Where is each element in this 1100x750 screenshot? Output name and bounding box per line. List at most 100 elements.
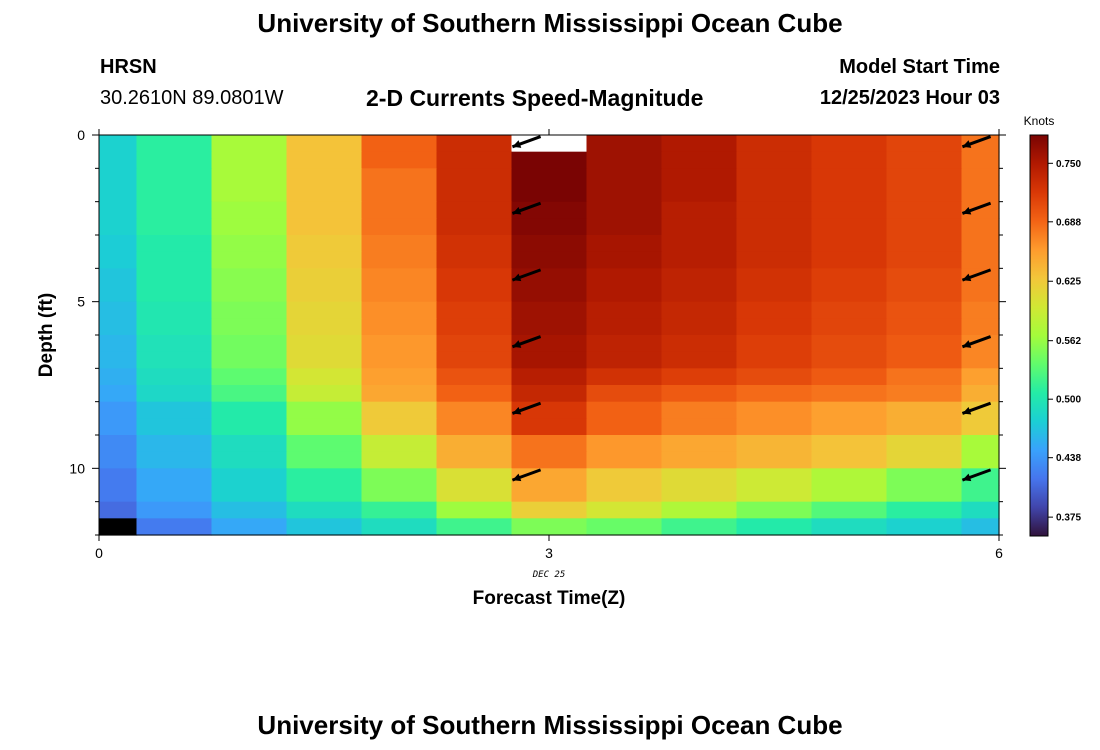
- heatmap-cell: [661, 218, 738, 236]
- heatmap-cell: [736, 318, 813, 336]
- axes: 0 3 6 0 5 10: [69, 127, 1006, 561]
- heatmap-cell: [99, 185, 138, 203]
- heatmap-cell: [886, 401, 963, 419]
- heatmap-cell: [736, 518, 813, 536]
- heatmap-cell: [811, 135, 888, 153]
- heatmap-cell: [586, 318, 663, 336]
- colorbar-tick-label: 0.500: [1056, 395, 1081, 406]
- heatmap-cell: [136, 185, 213, 203]
- heatmap-cell: [436, 501, 513, 519]
- model-start-value: 12/25/2023 Hour 03: [819, 87, 1000, 109]
- heatmap-cell: [436, 335, 513, 353]
- heatmap-cell: [961, 368, 1000, 386]
- heatmap-cell: [961, 335, 1000, 353]
- heatmap-cell: [661, 335, 738, 353]
- heatmap-cell: [286, 201, 363, 219]
- heatmap-cell: [361, 468, 438, 486]
- heatmap-cell: [436, 185, 513, 203]
- heatmap-cell: [961, 285, 1000, 303]
- heatmap-cell: [511, 218, 588, 236]
- heatmap-cell: [811, 285, 888, 303]
- station-id: HRSN: [100, 56, 157, 78]
- heatmap-cell: [586, 301, 663, 319]
- current-vector-arrow: [511, 401, 542, 415]
- heatmap-cell: [736, 368, 813, 386]
- heatmap-cell: [586, 485, 663, 503]
- heatmap-cell: [361, 268, 438, 286]
- heatmap-cell: [811, 301, 888, 319]
- heatmap-cell: [886, 418, 963, 436]
- heatmap-cell: [886, 501, 963, 519]
- heatmap-cell: [211, 185, 288, 203]
- current-vector-arrow: [511, 201, 542, 215]
- heatmap-cell: [586, 235, 663, 253]
- heatmap-cell: [586, 468, 663, 486]
- heatmap-cell: [511, 368, 588, 386]
- heatmap-cell: [136, 385, 213, 403]
- heatmap-cell: [211, 285, 288, 303]
- heatmap-cell: [511, 285, 588, 303]
- heatmap-cell: [361, 368, 438, 386]
- heatmap-cell: [511, 518, 588, 536]
- heatmap-cell: [736, 268, 813, 286]
- heatmap-cell: [961, 518, 1000, 536]
- heatmap-cell: [511, 485, 588, 503]
- heatmap-cell: [361, 318, 438, 336]
- heatmap-cell: [586, 501, 663, 519]
- heatmap-cell: [661, 368, 738, 386]
- heatmap-cell: [661, 318, 738, 336]
- heatmap-cell: [136, 351, 213, 369]
- heatmap-cell: [436, 351, 513, 369]
- heatmap-cell: [736, 285, 813, 303]
- heatmap-cell: [436, 418, 513, 436]
- heatmap-cell: [99, 401, 138, 419]
- heatmap-cell: [736, 485, 813, 503]
- plot-subtitle: 2-D Currents Speed-Magnitude: [366, 85, 704, 111]
- current-vector-arrow: [511, 468, 542, 482]
- heatmap-cell: [99, 285, 138, 303]
- heatmap-cell: [886, 218, 963, 236]
- heatmap-cell: [586, 418, 663, 436]
- heatmap-cell: [211, 518, 288, 536]
- heatmap-cell: [361, 218, 438, 236]
- current-vector-arrow: [511, 268, 542, 282]
- heatmap-cell: [211, 218, 288, 236]
- heatmap-cell: [736, 435, 813, 453]
- heatmap-cell: [136, 335, 213, 353]
- heatmap-cell: [886, 485, 963, 503]
- heatmap-cell: [586, 401, 663, 419]
- heatmap-cell: [661, 135, 738, 153]
- heatmap-cell: [886, 251, 963, 269]
- heatmap-cell: [811, 468, 888, 486]
- x-tick-label: 3: [545, 545, 553, 561]
- heatmap-cell: [136, 201, 213, 219]
- heatmap-cell: [586, 251, 663, 269]
- heatmap-cell: [661, 385, 738, 403]
- heatmap-cell: [286, 318, 363, 336]
- heatmap-cell: [286, 235, 363, 253]
- heatmap-cell: [99, 368, 138, 386]
- heatmap-cell: [99, 351, 138, 369]
- heatmap-cell: [736, 401, 813, 419]
- heatmap-cell: [961, 318, 1000, 336]
- heatmap-cell: [136, 468, 213, 486]
- heatmap-cell: [136, 401, 213, 419]
- heatmap-cell: [286, 485, 363, 503]
- heatmap-cell: [99, 335, 138, 353]
- heatmap-cell: [99, 318, 138, 336]
- heatmap-cell: [99, 168, 138, 186]
- heatmap-cell: [811, 268, 888, 286]
- heatmap-cell: [136, 301, 213, 319]
- heatmap-cell: [961, 268, 1000, 286]
- heatmap-cell: [286, 468, 363, 486]
- heatmap-cell: [811, 368, 888, 386]
- heatmap-cell: [511, 301, 588, 319]
- heatmap-cell: [586, 201, 663, 219]
- heatmap-cell: [361, 185, 438, 203]
- heatmap-cell: [361, 168, 438, 186]
- heatmap-cell: [99, 251, 138, 269]
- heatmap-cell: [99, 385, 138, 403]
- heatmap-cell: [736, 201, 813, 219]
- colorbar-unit: Knots: [1024, 114, 1055, 128]
- heatmap-cell: [361, 201, 438, 219]
